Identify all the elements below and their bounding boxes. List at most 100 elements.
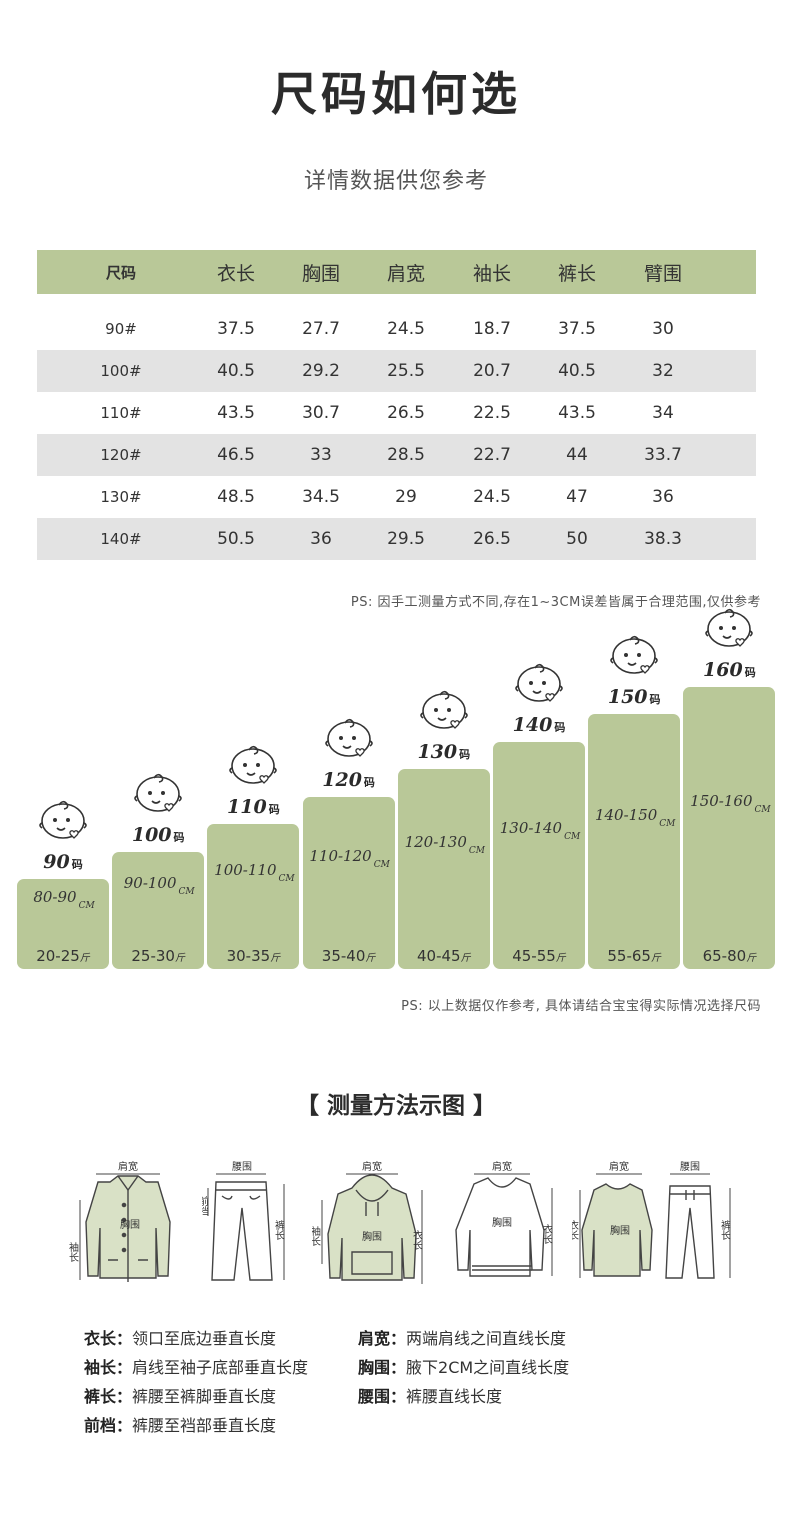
size-bar: 90-100 CM 25-30斤 — [112, 851, 205, 969]
svg-text:胸围: 胸围 — [610, 1224, 630, 1237]
cell-arm: 30 — [652, 319, 674, 339]
cell-size: 100# — [100, 362, 142, 380]
height-range: 80-90 CM — [33, 888, 95, 911]
sweater-icon: 肩宽 胸围 衣长 — [442, 1160, 562, 1294]
cell-pants: 50 — [566, 529, 588, 549]
svg-text:袖长: 袖长 — [68, 1241, 79, 1262]
def-shoulder: 肩宽：两端肩线之间直线长度 — [358, 1329, 567, 1348]
height-range: 120-130 CM — [404, 833, 486, 856]
weight-range: 65-80斤 — [702, 947, 757, 965]
table-row: 100# 40.5 29.2 25.5 20.7 40.5 32 — [37, 350, 756, 392]
svg-text:胸围: 胸围 — [492, 1216, 512, 1229]
svg-text:裤长: 裤长 — [273, 1219, 285, 1240]
cell-length: 48.5 — [217, 487, 255, 507]
height-range: 130-140 CM — [499, 819, 581, 843]
header-chest: 胸围 — [301, 262, 340, 285]
baby-face-icon — [227, 742, 279, 786]
svg-text:肩宽: 肩宽 — [118, 1160, 138, 1173]
baby-face-icon — [608, 632, 660, 676]
svg-text:肩宽: 肩宽 — [362, 1160, 382, 1173]
table-row: 130# 48.5 34.5 29 24.5 47 36 — [37, 476, 756, 518]
size-bar: 140-150 CM 55-65斤 — [588, 714, 681, 969]
weight-range: 45-55斤 — [512, 947, 566, 965]
page-title: 尺码如何选 — [271, 67, 521, 121]
cell-pants: 37.5 — [558, 319, 596, 339]
svg-text:袖长: 袖长 — [312, 1225, 321, 1246]
cell-sleeve: 24.5 — [473, 487, 511, 507]
svg-text:衣长: 衣长 — [572, 1219, 579, 1240]
cell-shoulder: 25.5 — [387, 361, 425, 381]
table-header: 尺码 衣长 胸围 肩宽 袖长 裤长 臂围 — [37, 250, 756, 294]
height-range: 140-150 CM — [594, 805, 676, 829]
method-title: 【 测量方法示图 】 — [295, 1093, 496, 1119]
cell-size: 120# — [100, 446, 142, 464]
svg-text:裤长: 裤长 — [719, 1219, 731, 1240]
svg-text:腰围: 腰围 — [232, 1161, 252, 1173]
cell-shoulder: 24.5 — [387, 319, 425, 339]
header-sleeve: 袖长 — [472, 262, 511, 285]
cell-chest: 34.5 — [302, 487, 340, 507]
tracksuit-icon: 肩宽 腰围 胸围 衣长 裤长 — [567, 1160, 742, 1294]
cell-chest: 33 — [310, 445, 332, 465]
cell-arm: 33.7 — [644, 445, 682, 465]
table-row: 90# 37.5 27.7 24.5 18.7 37.5 30 — [37, 308, 756, 350]
cell-shoulder: 29.5 — [387, 529, 425, 549]
header-length: 衣长 — [216, 262, 255, 285]
cell-arm: 38.3 — [644, 529, 682, 549]
reference-note: PS: 以上数据仅作参考, 具体请结合宝宝得实际情况选择尺码 — [401, 999, 761, 1014]
size-label: 150 码 — [607, 686, 661, 708]
svg-text:肩宽: 肩宽 — [492, 1160, 512, 1173]
svg-text:腰围: 腰围 — [680, 1161, 700, 1173]
cell-chest: 27.7 — [302, 319, 340, 339]
svg-text:胸围: 胸围 — [120, 1218, 140, 1231]
cell-sleeve: 22.5 — [473, 403, 511, 423]
cell-sleeve: 22.7 — [473, 445, 511, 465]
svg-text:衣长: 衣长 — [541, 1223, 553, 1244]
height-range: 90-100 CM — [123, 874, 195, 898]
height-range: 110-120 CM — [309, 846, 390, 870]
measurement-note: PS: 因手工测量方式不同,存在1~3CM误差皆属于合理范围,仅供参考 — [350, 595, 761, 610]
cell-length: 40.5 — [217, 361, 255, 381]
cell-length: 43.5 — [217, 403, 255, 423]
cell-length: 37.5 — [217, 319, 255, 339]
table-row: 120# 46.5 33 28.5 22.7 44 33.7 — [37, 434, 756, 476]
cell-pants: 43.5 — [558, 403, 596, 423]
def-rise: 前档：裤腰至裆部垂直长度 — [84, 1416, 277, 1435]
size-bar: 110-120 CM 35-40斤 — [302, 796, 395, 969]
weight-range: 30-35斤 — [226, 947, 281, 965]
cell-length: 46.5 — [217, 445, 255, 465]
svg-text:肩宽: 肩宽 — [609, 1160, 629, 1173]
baby-face-icon — [703, 605, 755, 649]
cell-length: 50.5 — [217, 529, 255, 549]
hoodie-icon: 肩宽 胸围 袖长 衣长 — [309, 1160, 432, 1294]
weight-range: 40-45斤 — [417, 947, 471, 965]
cell-size: 140# — [100, 530, 142, 548]
baby-face-icon — [513, 660, 565, 704]
weight-range: 55-65斤 — [607, 947, 661, 965]
cell-sleeve: 26.5 — [473, 529, 511, 549]
header-arm: 臂围 — [643, 262, 682, 285]
size-bar: 130-140 CM 45-55斤 — [493, 741, 585, 969]
def-length: 衣长：领口至底边垂直长度 — [84, 1329, 277, 1348]
size-label: 110 码 — [227, 796, 280, 818]
cell-arm: 36 — [652, 487, 674, 507]
svg-text:胸围: 胸围 — [362, 1230, 382, 1243]
baby-face-icon — [37, 797, 89, 841]
cell-arm: 32 — [652, 361, 674, 381]
cell-arm: 34 — [652, 403, 674, 423]
cell-size: 130# — [100, 488, 142, 506]
weight-range: 35-40斤 — [321, 947, 376, 965]
growth-chart: 80-90 CM 20-25斤 90 码 90-100 CM 25-30斤 100 码 100-11… — [0, 608, 792, 975]
table-row: 140# 50.5 36 29.5 26.5 50 38.3 — [37, 518, 756, 560]
def-chest: 胸围：腋下2CM之间直线长度 — [358, 1358, 570, 1377]
cell-size: 90# — [105, 320, 137, 338]
size-bar: 100-110 CM 30-35斤 — [207, 824, 300, 969]
height-range: 150-160 CM — [690, 791, 771, 815]
cell-pants: 40.5 — [558, 361, 596, 381]
page-subtitle: 详情数据供您参考 — [303, 169, 488, 194]
def-pants: 裤长：裤腰至裤脚垂直长度 — [84, 1387, 277, 1406]
cell-sleeve: 18.7 — [473, 319, 511, 339]
def-waist: 腰围：裤腰直线长度 — [358, 1387, 503, 1406]
cell-shoulder: 26.5 — [387, 403, 425, 423]
cell-sleeve: 20.7 — [473, 361, 511, 381]
